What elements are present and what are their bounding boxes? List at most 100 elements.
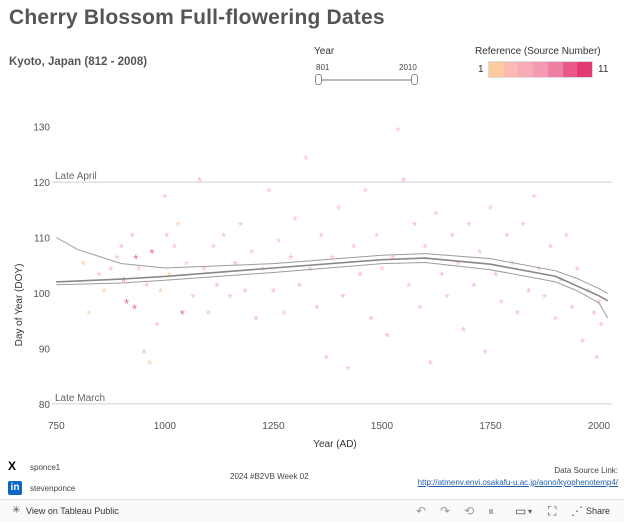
data-point[interactable]: * bbox=[418, 302, 423, 317]
data-point[interactable]: * bbox=[580, 335, 585, 350]
data-point[interactable]: * bbox=[346, 363, 351, 378]
data-point[interactable]: * bbox=[537, 263, 542, 278]
data-point[interactable]: * bbox=[336, 202, 341, 217]
data-point[interactable]: * bbox=[201, 263, 206, 278]
data-point[interactable]: * bbox=[553, 313, 558, 328]
data-point[interactable]: * bbox=[81, 257, 86, 272]
data-point[interactable]: * bbox=[141, 346, 146, 361]
data-point[interactable]: * bbox=[488, 202, 493, 217]
data-point[interactable]: * bbox=[439, 268, 444, 283]
year-slider-max-handle[interactable] bbox=[411, 74, 418, 85]
data-point[interactable]: * bbox=[96, 268, 101, 283]
data-point[interactable]: * bbox=[227, 291, 232, 306]
data-point[interactable]: * bbox=[504, 230, 509, 245]
device-preview-icon[interactable]: ▭ bbox=[515, 504, 527, 518]
data-point[interactable]: * bbox=[282, 307, 287, 322]
view-on-tableau-link[interactable]: View on Tableau Public bbox=[26, 506, 119, 516]
data-point[interactable]: * bbox=[358, 268, 363, 283]
data-point[interactable]: * bbox=[351, 241, 356, 256]
linkedin-handle[interactable]: stevenponce bbox=[30, 484, 76, 493]
data-point[interactable]: * bbox=[197, 174, 202, 189]
data-point[interactable]: * bbox=[510, 257, 515, 272]
pause-icon[interactable]: ⏸ bbox=[488, 504, 495, 518]
data-point[interactable]: * bbox=[276, 235, 281, 250]
data-point[interactable]: * bbox=[445, 291, 450, 306]
data-point[interactable]: * bbox=[267, 185, 272, 200]
chevron-down-icon[interactable]: ▾ bbox=[528, 507, 533, 516]
data-point[interactable]: * bbox=[297, 279, 302, 294]
data-point[interactable]: * bbox=[180, 307, 185, 322]
data-point[interactable]: * bbox=[214, 279, 219, 294]
data-point[interactable]: * bbox=[238, 218, 243, 233]
data-point[interactable]: * bbox=[132, 302, 137, 317]
data-point[interactable]: * bbox=[102, 285, 107, 300]
fullscreen-icon[interactable]: ⛶ bbox=[548, 504, 557, 518]
data-point[interactable]: * bbox=[363, 185, 368, 200]
reference-color-ramp[interactable] bbox=[488, 61, 593, 78]
linkedin-icon[interactable]: in bbox=[8, 481, 22, 495]
data-point[interactable]: * bbox=[158, 285, 163, 300]
data-point[interactable]: * bbox=[155, 318, 160, 333]
data-point[interactable]: * bbox=[455, 257, 460, 272]
data-point[interactable]: * bbox=[175, 218, 180, 233]
data-point[interactable]: * bbox=[243, 285, 248, 300]
data-point[interactable]: * bbox=[324, 352, 329, 367]
data-point[interactable]: * bbox=[115, 252, 120, 267]
revert-icon[interactable]: ⟲ bbox=[464, 504, 475, 518]
legend-swatch-6[interactable] bbox=[577, 62, 593, 77]
data-point[interactable]: * bbox=[144, 279, 149, 294]
undo-icon[interactable]: ↶ bbox=[416, 504, 427, 518]
data-point[interactable]: * bbox=[211, 241, 216, 256]
legend-swatch-4[interactable] bbox=[547, 62, 563, 77]
data-point[interactable]: * bbox=[124, 296, 129, 311]
legend-swatch-0[interactable] bbox=[489, 62, 504, 77]
data-point[interactable]: * bbox=[599, 318, 604, 333]
data-point[interactable]: * bbox=[191, 291, 196, 306]
data-point[interactable]: * bbox=[385, 329, 390, 344]
data-point[interactable]: * bbox=[564, 230, 569, 245]
data-point[interactable]: * bbox=[308, 263, 313, 278]
data-point[interactable]: * bbox=[515, 307, 520, 322]
legend-swatch-5[interactable] bbox=[562, 62, 578, 77]
data-point[interactable]: * bbox=[558, 274, 563, 289]
share-button[interactable]: Share bbox=[586, 506, 611, 516]
data-point[interactable]: * bbox=[162, 191, 167, 206]
data-point[interactable]: * bbox=[586, 285, 591, 300]
data-point[interactable]: * bbox=[164, 230, 169, 245]
data-point[interactable]: * bbox=[271, 285, 276, 300]
data-point[interactable]: * bbox=[293, 213, 298, 228]
data-point[interactable]: * bbox=[450, 230, 455, 245]
data-point[interactable]: * bbox=[288, 252, 293, 267]
data-point[interactable]: * bbox=[221, 230, 226, 245]
legend-swatch-3[interactable] bbox=[533, 62, 548, 77]
data-point[interactable]: * bbox=[86, 307, 91, 322]
data-point[interactable]: * bbox=[401, 174, 406, 189]
data-point[interactable]: * bbox=[575, 263, 580, 278]
data-point[interactable]: * bbox=[483, 346, 488, 361]
data-point[interactable]: * bbox=[184, 257, 189, 272]
source-link[interactable]: http://atmenv.envi.osakafu-u.ac.jp/aono/… bbox=[417, 478, 618, 487]
data-point[interactable]: * bbox=[570, 302, 575, 317]
data-point[interactable]: * bbox=[374, 230, 379, 245]
data-point[interactable]: * bbox=[133, 252, 138, 267]
data-point[interactable]: * bbox=[412, 218, 417, 233]
data-point[interactable]: * bbox=[531, 191, 536, 206]
redo-icon[interactable]: ↷ bbox=[440, 504, 451, 518]
data-point[interactable]: * bbox=[149, 246, 154, 261]
year-slider-track[interactable] bbox=[318, 79, 414, 81]
legend-swatch-2[interactable] bbox=[518, 62, 534, 77]
data-point[interactable]: * bbox=[119, 241, 124, 256]
data-point[interactable]: * bbox=[477, 246, 482, 261]
data-point[interactable]: * bbox=[428, 357, 433, 372]
data-point[interactable]: * bbox=[423, 241, 428, 256]
data-point[interactable]: * bbox=[406, 279, 411, 294]
data-point[interactable]: * bbox=[499, 296, 504, 311]
share-icon[interactable]: ⋰ bbox=[571, 504, 583, 518]
data-point[interactable]: * bbox=[379, 263, 384, 278]
data-point[interactable]: * bbox=[249, 246, 254, 261]
data-point[interactable]: * bbox=[548, 241, 553, 256]
data-point[interactable]: * bbox=[340, 291, 345, 306]
data-point[interactable]: * bbox=[434, 207, 439, 222]
data-point[interactable]: * bbox=[493, 268, 498, 283]
data-point[interactable]: * bbox=[471, 279, 476, 294]
